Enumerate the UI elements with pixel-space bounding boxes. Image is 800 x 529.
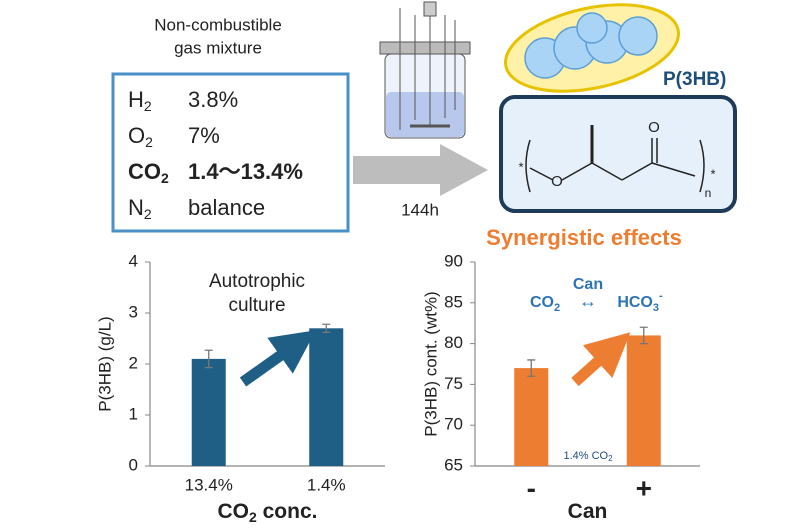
annotation: culture xyxy=(228,295,285,316)
error-bar xyxy=(639,326,648,345)
y-tick-label: 1 xyxy=(129,404,138,423)
process-arrow xyxy=(353,144,488,196)
gas-box xyxy=(111,72,350,233)
trend-arrow xyxy=(571,332,631,387)
atom: O xyxy=(648,119,660,136)
x-axis-label: Can xyxy=(568,500,608,523)
polymer-label: P(3HB) xyxy=(663,69,726,90)
y-tick-label: 70 xyxy=(444,415,463,434)
polymer-box xyxy=(499,95,737,213)
annotation-part: HCO xyxy=(617,294,653,311)
polymer-structure xyxy=(525,125,705,193)
y-axis-label: P(3HB) (g/L) xyxy=(95,316,114,411)
gas-symbol: N2 xyxy=(128,195,152,222)
gas-symbol-main: O xyxy=(128,123,145,148)
error-bar xyxy=(527,359,536,377)
y-tick-label: 85 xyxy=(444,292,463,311)
headline: Synergistic effects xyxy=(486,225,682,250)
gas-symbol-sub: 2 xyxy=(144,206,152,222)
bar xyxy=(191,358,226,466)
y-axis-label: P(3HB) cont. (wt%) xyxy=(421,291,440,436)
bioreactor xyxy=(379,1,471,139)
y-tick-label: 80 xyxy=(444,333,463,352)
y-tick-label: 2 xyxy=(129,353,138,372)
gas-caption: gas mixture xyxy=(174,38,262,57)
end-group: * xyxy=(518,159,523,174)
x-tick-label: + xyxy=(636,472,652,503)
annotation: Can xyxy=(573,276,603,293)
bar xyxy=(309,328,344,466)
y-tick-label: 65 xyxy=(444,455,463,474)
annotation: HCO3- xyxy=(617,290,663,314)
annotation: ↔ xyxy=(579,291,597,311)
x-tick-label: 13.4% xyxy=(185,475,233,494)
gas-symbol-sub: 2 xyxy=(144,98,152,114)
gas-symbol: O2 xyxy=(128,123,153,150)
bar xyxy=(514,368,549,466)
x-axis-label: CO2 conc. xyxy=(218,500,318,524)
annotation-part: 1.4% CO xyxy=(563,450,608,462)
annotation: 1.4% CO2 xyxy=(563,450,613,463)
gas-value: balance xyxy=(188,195,265,220)
gas-symbol: H2 xyxy=(128,87,152,114)
gas-symbol-main: N xyxy=(128,195,144,220)
error-bar xyxy=(322,323,331,334)
bar xyxy=(626,335,661,466)
y-tick-label: 90 xyxy=(444,251,463,270)
atom: O xyxy=(551,173,563,190)
duration: 144h xyxy=(401,200,439,219)
x-tick-label: 1.4% xyxy=(307,475,346,494)
annotation-part: 2 xyxy=(608,454,613,463)
gas-rows: H2 3.8%O2 7%CO2 1.4〜13.4%N2 balance xyxy=(128,87,303,222)
annotation: Autotrophic xyxy=(209,271,305,292)
gas-caption: Non-combustible xyxy=(154,15,282,34)
y-tick-label: 75 xyxy=(444,374,463,393)
gas-value: 7% xyxy=(188,123,220,148)
annotation-part: - xyxy=(659,290,663,302)
annotation-part: CO xyxy=(530,294,554,311)
gas-symbol-main: H xyxy=(128,87,144,112)
gas-symbol-sub: 2 xyxy=(161,170,169,186)
y-tick-label: 0 xyxy=(129,455,138,474)
trend-arrow xyxy=(239,330,316,387)
end-group: * xyxy=(710,166,715,181)
annotation-part: 3 xyxy=(653,302,659,314)
gas-symbol-sub: 2 xyxy=(145,134,153,150)
annotation-part: 2 xyxy=(554,302,560,314)
gas-value: 1.4〜13.4% xyxy=(188,159,303,184)
annotation: CO2 xyxy=(530,294,560,314)
x-tick-label: - xyxy=(527,472,536,503)
error-bar xyxy=(204,349,213,369)
x-axis-label-part: Can xyxy=(568,500,608,523)
gas-symbol-main: CO xyxy=(128,159,161,184)
x-axis-label-part: CO xyxy=(218,500,250,523)
repeat-index: n xyxy=(705,186,712,200)
y-tick-label: 3 xyxy=(129,302,138,321)
y-tick-label: 4 xyxy=(129,251,138,270)
gas-value: 3.8% xyxy=(188,87,238,112)
x-axis-label-part: conc. xyxy=(257,500,318,523)
x-axis-label-part: 2 xyxy=(249,509,257,524)
bacterium xyxy=(504,3,680,93)
gas-symbol: CO2 xyxy=(128,159,169,186)
